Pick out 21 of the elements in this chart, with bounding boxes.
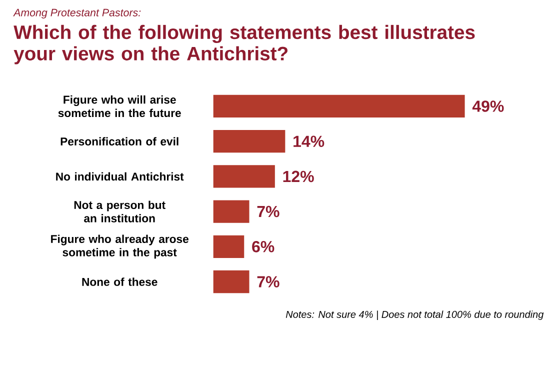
data-label: 12% [283,170,314,182]
text: Among Protestant Pastors: [13,8,141,18]
data-label: 7% [257,206,280,218]
chart-title: Which of the following statements best illustrates your views on the Antichrist? [14,24,475,64]
text: Notes: Not sure 4% | Does not total 100% due to rounding [286,310,544,320]
y-tick-label: Figure who already arose sometime in the past [51,234,188,259]
data-label: 6% [252,241,274,252]
data-label: 49% [472,100,504,112]
data-label: 7% [257,276,280,288]
bar [213,270,250,294]
bar [213,235,244,258]
y-tick-label: Not a person but an institution [74,200,166,222]
y-tick-label: Figure who will arise sometime in the future [58,95,181,118]
bar [213,165,275,188]
bar [213,200,250,223]
bar [213,130,286,153]
y-tick-label: No individual Antichrist [56,172,184,181]
data-label: 14% [294,136,324,147]
bar [213,94,465,118]
y-tick-label: None of these [82,278,158,286]
y-tick-label: Personification of evil [60,137,178,146]
